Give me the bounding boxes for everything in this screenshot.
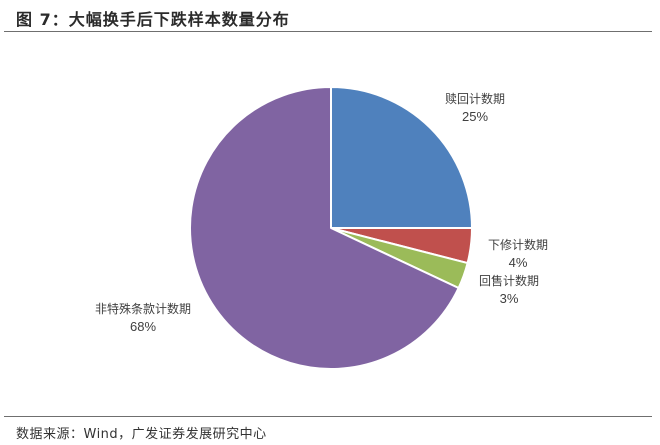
svg-text:非特殊条款计数期: 非特殊条款计数期 bbox=[95, 301, 191, 316]
svg-text:68%: 68% bbox=[130, 319, 156, 334]
top-divider bbox=[4, 31, 652, 32]
svg-text:赎回计数期: 赎回计数期 bbox=[445, 91, 505, 106]
bottom-divider bbox=[4, 416, 652, 417]
slice-label-non-special: 非特殊条款计数期 68% bbox=[95, 301, 191, 334]
svg-text:下修计数期: 下修计数期 bbox=[488, 237, 548, 252]
svg-text:3%: 3% bbox=[500, 291, 519, 306]
pie-slices bbox=[189, 86, 473, 370]
svg-text:回售计数期: 回售计数期 bbox=[479, 273, 539, 288]
pie-slice-redemption bbox=[330, 86, 473, 229]
svg-text:4%: 4% bbox=[509, 255, 528, 270]
slice-label-downward-revision: 下修计数期 4% bbox=[488, 237, 548, 270]
slice-label-redemption: 赎回计数期 25% bbox=[445, 91, 505, 124]
data-source-note: 数据来源：Wind，广发证券发展研究中心 bbox=[16, 427, 267, 442]
pie-slice-non-special bbox=[189, 86, 460, 370]
figure-title: 图 7：大幅换手后下跌样本数量分布 bbox=[16, 10, 290, 29]
svg-text:25%: 25% bbox=[462, 109, 488, 124]
slice-label-putback: 回售计数期 3% bbox=[479, 273, 539, 306]
